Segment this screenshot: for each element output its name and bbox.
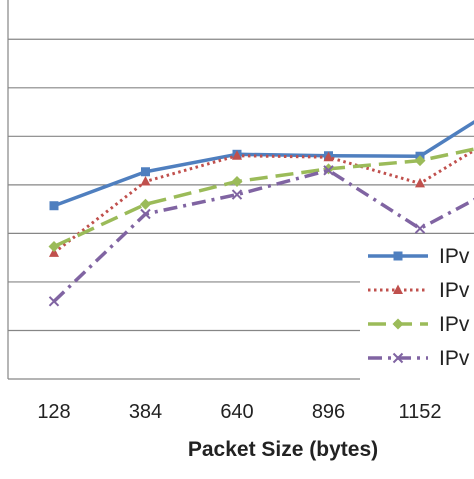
legend-label: IPv (439, 347, 470, 370)
series-1 (50, 94, 474, 210)
legend-label: IPv (439, 313, 470, 336)
series-line (54, 128, 474, 253)
data-point (416, 224, 425, 233)
series-line (54, 98, 474, 205)
legend-label: IPv (439, 279, 470, 302)
data-point (415, 178, 425, 188)
x-tick-label: 384 (129, 401, 162, 423)
data-point (49, 241, 60, 252)
x-axis-label: Packet Size (bytes) (188, 438, 378, 461)
legend: IPv IPv IPv IPv (360, 238, 474, 380)
data-point (141, 176, 151, 186)
x-tick-label: 128 (37, 401, 70, 423)
data-point (141, 167, 150, 176)
data-point (394, 252, 403, 261)
x-tick-label: 1152 (398, 401, 441, 423)
legend-label: IPv (439, 245, 470, 268)
data-point (50, 297, 59, 306)
data-point (140, 199, 151, 210)
x-tick-label: 640 (220, 401, 253, 423)
x-axis-ticks: 12838464089611521408 (37, 401, 474, 423)
data-point (50, 201, 59, 210)
x-tick-label: 896 (312, 401, 345, 423)
